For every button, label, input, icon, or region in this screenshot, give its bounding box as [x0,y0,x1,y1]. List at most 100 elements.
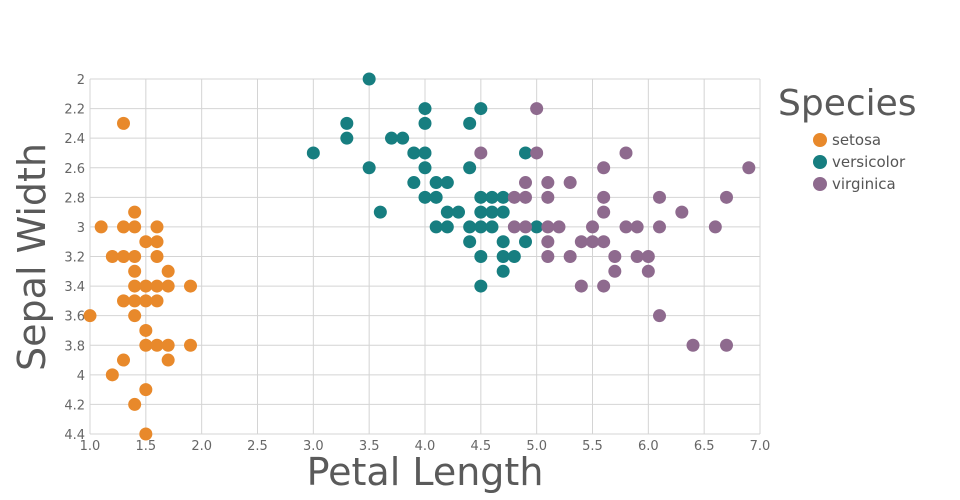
virginica-point [608,264,622,278]
versicolor-point [496,205,510,219]
versicolor-point [474,279,488,293]
versicolor-point [463,220,477,234]
virginica-point [586,220,599,234]
virginica-point [563,250,577,263]
virginica-point [541,220,555,234]
versicolor-point [507,250,521,263]
virginica-point [541,250,555,263]
virginica-point [574,235,588,249]
virginica-point [541,235,555,249]
setosa-point [128,397,142,411]
y-tick-labels: 2 2.2 2.4 2.6 2.8 3 3.2 3.4 3.6 3.8 4 4.2 4.4 [64,73,85,443]
y-tick-label: 3.2 [64,251,85,266]
x-tick-label: 6.5 [694,439,715,454]
setosa-point [184,279,197,293]
y-tick-label: 3.6 [64,310,85,325]
virginica-point [519,220,532,234]
versicolor-point [519,146,532,160]
versicolor-point [474,205,488,219]
x-tick-label: 5.0 [526,439,547,454]
virginica-point [541,176,555,190]
setosa-point [150,220,164,234]
setosa-point [184,338,197,352]
virginica-point [608,250,622,263]
virginica-point [619,220,633,234]
versicolor-point [440,205,454,219]
versicolor-point [463,235,477,249]
legend-marker-setosa [813,133,827,147]
versicolor-point [362,161,376,175]
versicolor-point [485,205,499,219]
x-tick-label: 6.0 [638,439,659,454]
setosa-point [94,220,108,234]
virginica-point [720,338,733,352]
versicolor-point [440,176,454,190]
setosa-point [139,294,153,308]
versicolor-point [519,235,532,249]
virginica-point [519,176,532,190]
setosa-point [161,279,175,293]
x-tick-label: 1.0 [80,439,101,454]
versicolor-point [340,116,354,130]
legend-label-versicolor: versicolor [832,153,906,171]
series-setosa [83,116,197,441]
x-tick-labels: 1.0 1.5 2.0 2.5 3.0 3.5 4.0 4.5 5.0 5.5 6.0 6.5 7.0 [80,439,771,454]
setosa-point [139,323,153,337]
versicolor-point [474,190,488,204]
data-points [83,72,756,441]
setosa-point [150,279,164,293]
virginica-point [597,235,611,249]
virginica-point [630,250,644,263]
x-tick-label: 2.0 [191,439,212,454]
versicolor-point [440,220,454,234]
setosa-point [161,264,175,278]
setosa-point [139,279,153,293]
virginica-point [641,264,655,278]
x-tick-label: 3.5 [359,439,380,454]
versicolor-point [474,220,488,234]
versicolor-point [429,190,443,204]
virginica-point [675,205,689,219]
setosa-point [117,116,130,130]
series-virginica [474,102,756,352]
versicolor-point [452,205,465,219]
versicolor-point [429,176,443,190]
virginica-point [574,279,588,293]
versicolor-point [496,235,510,249]
legend-title: Species [778,83,917,124]
setosa-point [117,250,130,263]
versicolor-point [407,176,421,190]
grid [89,78,761,435]
y-tick-label: 4.4 [64,428,85,443]
versicolor-point [306,146,320,160]
y-tick-label: 3 [77,221,85,236]
virginica-point [541,190,555,204]
versicolor-point [362,72,376,86]
versicolor-point [496,264,510,278]
setosa-point [128,264,142,278]
setosa-point [117,294,130,308]
x-tick-label: 5.5 [582,439,603,454]
virginica-point [563,176,577,190]
setosa-point [105,368,119,382]
setosa-point [128,309,142,323]
setosa-point [128,205,142,219]
setosa-point [128,294,142,308]
setosa-point [161,353,175,367]
versicolor-point [396,131,410,145]
virginica-point [686,338,700,352]
y-tick-label: 2.4 [64,132,85,147]
y-tick-label: 2.2 [64,103,85,118]
y-tick-label: 4.2 [64,398,85,413]
virginica-point [597,161,611,175]
x-tick-label: 1.5 [135,439,156,454]
virginica-point [474,146,488,160]
virginica-point [653,309,666,323]
setosa-point [150,235,164,249]
virginica-point [507,190,521,204]
x-tick-label: 7.0 [750,439,771,454]
versicolor-point [474,250,488,263]
x-tick-label: 4.5 [470,439,491,454]
versicolor-point [418,146,432,160]
virginica-point [552,220,566,234]
